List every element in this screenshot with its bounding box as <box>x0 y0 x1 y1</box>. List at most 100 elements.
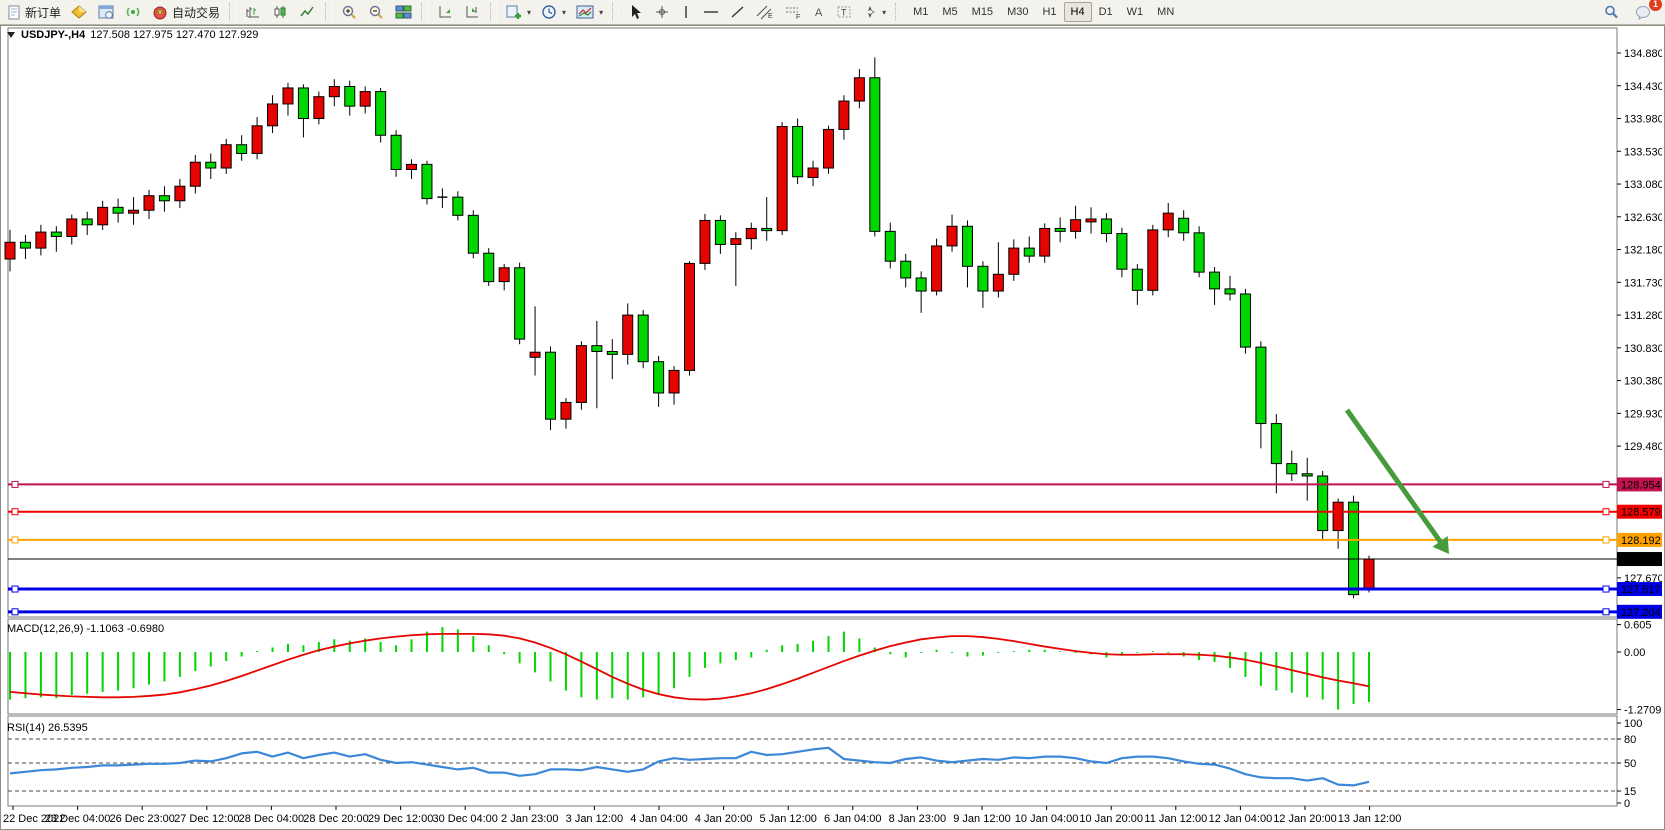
trendline-tool-button[interactable] <box>725 1 751 23</box>
dropdown-caret-icon: ▾ <box>562 7 567 17</box>
candle-body <box>406 163 418 170</box>
candle-body <box>328 85 340 98</box>
price-tag-label: 128.954 <box>1621 479 1661 491</box>
chart-symbol-title: USDJPY-,H4 <box>21 29 86 41</box>
chat-bubble-icon <box>1636 6 1650 20</box>
candle-body <box>1054 227 1066 232</box>
time-tick-label: 23 Dec 04:00 <box>45 813 110 825</box>
timeframe-button-h4[interactable]: H4 <box>1063 2 1092 22</box>
candle-body <box>1255 346 1267 425</box>
price-tag-label: 127.204 <box>1621 607 1661 619</box>
line-handle[interactable] <box>11 585 19 593</box>
notifications-button[interactable]: 1 <box>1630 0 1662 23</box>
candle-body <box>313 96 325 120</box>
crosshair-icon <box>656 6 669 18</box>
cursor-tool-button[interactable] <box>623 1 649 23</box>
panel-border <box>7 618 1618 715</box>
time-tick-label: 6 Jan 04:00 <box>824 813 882 825</box>
charts-button[interactable] <box>66 1 93 23</box>
panel-border <box>7 27 1618 618</box>
add-indicator-button[interactable]: ▾ <box>501 1 536 23</box>
time-tick-label: 3 Jan 12:00 <box>566 813 624 825</box>
fibonacci-tool-button[interactable]: F <box>779 1 807 23</box>
candle-body <box>1286 463 1298 475</box>
candle-body <box>668 369 680 394</box>
market-watch-button[interactable] <box>93 1 120 23</box>
timeframe-button-d1[interactable]: D1 <box>1098 6 1113 18</box>
zoom-in-button[interactable] <box>336 1 363 23</box>
notification-badge: 1 <box>1649 0 1662 11</box>
annotation-arrow-head[interactable] <box>1432 536 1449 554</box>
candle-body <box>915 277 927 292</box>
line-handle[interactable] <box>11 608 19 616</box>
timeframe-button-m30[interactable]: M30 <box>1007 6 1029 18</box>
fibonacci-icon: F <box>786 7 800 20</box>
timeframe-button-mn[interactable]: MN <box>1157 6 1175 18</box>
candle-body <box>776 126 788 232</box>
line-handle[interactable] <box>1602 536 1610 544</box>
candle-body <box>1178 217 1190 234</box>
zoom-out-button[interactable] <box>363 1 390 23</box>
timeframe-button-m15[interactable]: M15 <box>971 6 994 18</box>
timeframe-button-h1[interactable]: H1 <box>1042 6 1057 18</box>
candle-body <box>977 265 989 292</box>
line-handle[interactable] <box>1602 585 1610 593</box>
macd-tick-label: -1.2709 <box>1624 705 1661 717</box>
data-window-button[interactable] <box>432 1 459 23</box>
signals-button[interactable] <box>120 1 147 23</box>
line-chart-button[interactable] <box>294 1 321 23</box>
bar-chart-button[interactable] <box>240 1 267 23</box>
svg-text:A: A <box>815 7 823 19</box>
time-tick-label: 13 Jan 12:00 <box>1338 813 1402 825</box>
timeframe-button-m1[interactable]: M1 <box>913 6 929 18</box>
time-tick-label: 4 Jan 04:00 <box>630 813 688 825</box>
candle-body <box>684 262 695 371</box>
candle-body <box>81 218 93 226</box>
candle-body <box>529 351 541 358</box>
line-handle[interactable] <box>11 480 19 488</box>
timeframe-button-w1[interactable]: W1 <box>1126 6 1144 18</box>
time-tick-label: 10 Jan 04:00 <box>1015 813 1079 825</box>
candlestick-chart-button[interactable] <box>267 1 294 23</box>
new-order-button[interactable]: 新订单 <box>2 1 66 24</box>
line-handle[interactable] <box>1602 480 1610 488</box>
horizontal-line-tool-button[interactable] <box>697 1 725 23</box>
signal-broadcast-icon <box>126 7 140 17</box>
line-handle[interactable] <box>11 536 19 544</box>
strategy-tester-button[interactable] <box>459 1 486 23</box>
crosshair-tool-button[interactable] <box>649 1 675 23</box>
time-tick-label: 10 Jan 20:00 <box>1079 813 1143 825</box>
equidistant-channel-tool-button[interactable]: E <box>751 1 779 23</box>
period-button[interactable]: ▾ <box>536 1 571 23</box>
candle-body <box>375 91 387 136</box>
new-order-label: 新订单 <box>25 5 62 20</box>
tile-windows-button[interactable] <box>390 1 417 23</box>
candle-body <box>1008 247 1020 275</box>
time-tick-label: 2 Jan 23:00 <box>501 813 559 825</box>
candle-body <box>1224 288 1236 295</box>
vertical-line-tool-button[interactable] <box>675 1 697 23</box>
candle-body <box>1209 271 1221 290</box>
candle-body <box>838 100 850 130</box>
candle-body <box>189 161 201 187</box>
dropdown-caret-icon: ▾ <box>599 7 604 17</box>
autotrading-button[interactable]: 自动交易 <box>147 1 225 24</box>
chart-title-row: USDJPY-,H4 127.508 127.975 127.470 127.9… <box>7 29 258 41</box>
timeframe-button-m5[interactable]: M5 <box>942 6 958 18</box>
line-handle[interactable] <box>1602 508 1610 516</box>
svg-text:E: E <box>768 13 773 20</box>
arrows-tool-button[interactable]: ▾ <box>857 1 891 23</box>
text-tool-button[interactable]: A <box>807 1 831 23</box>
line-handle[interactable] <box>11 508 19 516</box>
main-toolbar: 新订单 自动交易 <box>0 0 1665 25</box>
text-label-tool-button[interactable]: T <box>831 1 857 23</box>
price-tag <box>1617 552 1662 567</box>
chart-dropdown-icon[interactable] <box>7 31 16 39</box>
template-button[interactable]: ▾ <box>571 1 608 23</box>
search-button[interactable] <box>1598 1 1624 23</box>
line-handle[interactable] <box>1602 608 1610 616</box>
horizontal-line-icon <box>704 11 719 13</box>
price-tick-label: 133.530 <box>1624 146 1662 158</box>
time-tick-label: 26 Dec 23:00 <box>109 813 174 825</box>
annotation-arrow[interactable] <box>1344 408 1446 548</box>
